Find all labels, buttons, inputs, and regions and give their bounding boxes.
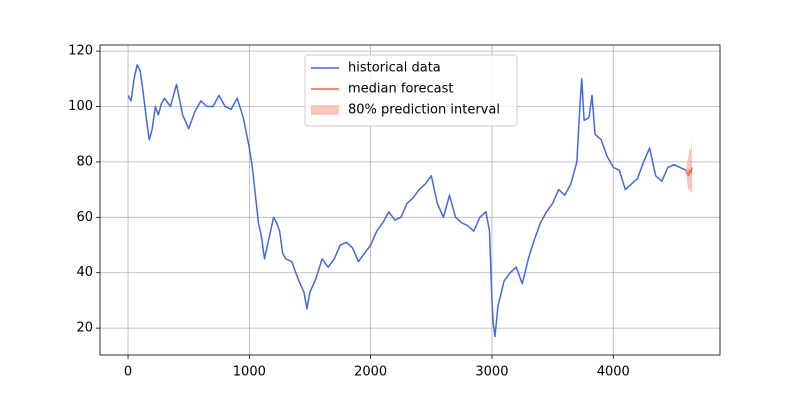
legend-label: median forecast xyxy=(348,82,453,97)
y-tick-label: 120 xyxy=(68,44,93,59)
y-tick-label: 40 xyxy=(76,265,93,280)
prediction-interval xyxy=(686,139,693,193)
x-tick-label: 1000 xyxy=(233,365,266,380)
y-tick-label: 60 xyxy=(76,210,93,225)
axes-frame xyxy=(99,44,721,356)
y-tick-label: 20 xyxy=(76,321,93,336)
series-line xyxy=(127,64,687,338)
x-tick-label: 2000 xyxy=(354,365,387,380)
x-tick-label: 0 xyxy=(124,365,132,380)
legend-label: historical data xyxy=(348,61,441,76)
y-tick-label: 80 xyxy=(76,154,93,169)
series-line xyxy=(685,167,693,177)
y-tick-label: 100 xyxy=(68,99,93,114)
x-tick-label: 4000 xyxy=(597,365,630,380)
legend-box xyxy=(304,54,518,127)
legend-swatch xyxy=(311,105,339,115)
legend-label: 80% prediction interval xyxy=(348,103,500,118)
x-tick-label: 3000 xyxy=(475,365,508,380)
